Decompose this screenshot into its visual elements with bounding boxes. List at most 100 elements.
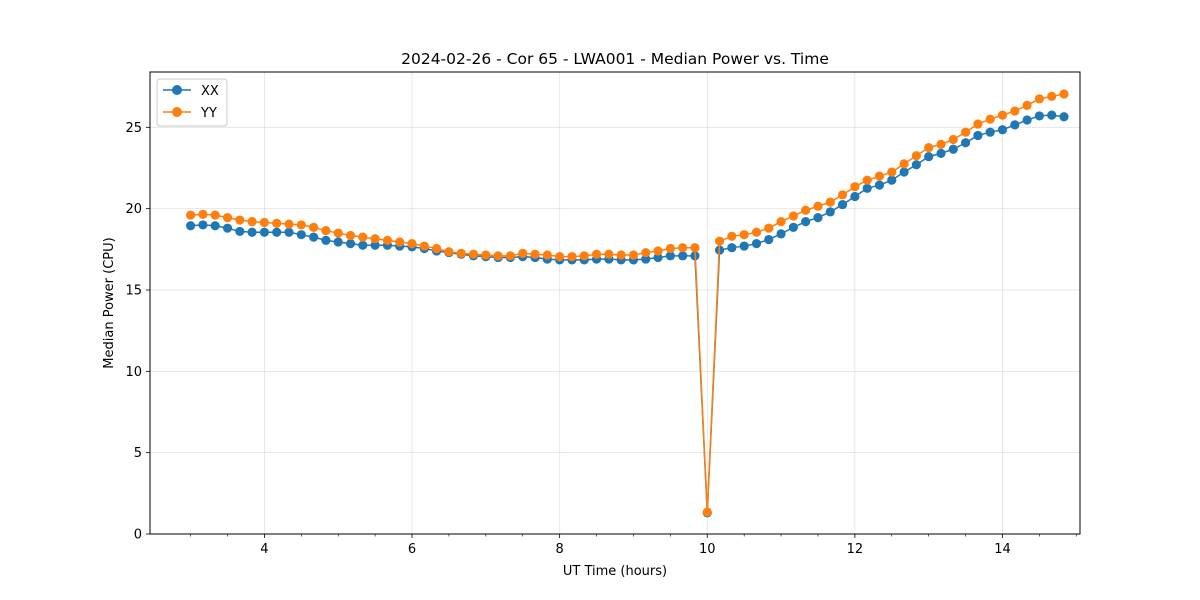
data-point-yy [813, 201, 823, 211]
data-point-yy [247, 217, 257, 227]
data-point-yy [272, 218, 282, 228]
data-point-xx [345, 239, 356, 249]
data-point-yy [973, 119, 983, 129]
data-point-yy [345, 230, 356, 241]
data-point-yy [961, 127, 971, 137]
data-point-yy [874, 171, 885, 181]
data-point-yy [764, 223, 774, 233]
data-point-yy [887, 167, 897, 177]
data-point-yy [788, 211, 799, 221]
data-point-yy [432, 243, 442, 254]
data-point-xx [813, 213, 823, 223]
data-point-xx [665, 251, 675, 261]
data-point-yy [419, 241, 429, 251]
data-point-xx [296, 230, 306, 240]
data-point-xx [1047, 110, 1057, 120]
x-tick-label: 4 [260, 542, 268, 557]
data-point-xx [924, 151, 934, 162]
data-point-yy [1034, 94, 1044, 104]
data-point-yy [702, 507, 712, 517]
data-point-yy [567, 252, 577, 262]
data-point-xx [739, 241, 749, 251]
data-point-yy [776, 217, 786, 227]
data-point-yy [518, 248, 528, 258]
legend: XX YY [156, 78, 228, 127]
data-point-xx [862, 183, 872, 193]
x-tick-label: 10 [699, 542, 716, 557]
data-point-xx [911, 160, 921, 170]
data-point-yy [714, 236, 725, 246]
data-point-yy [739, 230, 749, 240]
data-point-xx [186, 221, 196, 231]
data-point-xx [874, 180, 885, 190]
data-point-yy [198, 209, 208, 219]
data-point-yy [899, 159, 909, 169]
data-point-yy [222, 213, 233, 223]
data-point-yy [591, 249, 602, 259]
x-tick-label: 12 [847, 542, 864, 557]
data-point-yy [358, 232, 368, 242]
data-point-xx [272, 227, 282, 237]
y-axis-label: Median Power (CPU) [102, 237, 117, 368]
data-point-yy [665, 243, 675, 254]
data-point-xx [284, 227, 294, 237]
data-point-yy [948, 134, 958, 145]
x-tick-label: 6 [408, 542, 416, 557]
data-point-yy [530, 249, 540, 259]
data-point-yy [505, 251, 516, 261]
data-point-yy [751, 227, 762, 237]
data-point-yy [1022, 100, 1032, 110]
data-point-xx [751, 239, 762, 249]
y-tick-label: 5 [134, 446, 142, 461]
data-point-xx [1010, 120, 1020, 130]
legend-marker-xx [172, 85, 182, 95]
x-tick-label: 14 [994, 542, 1011, 557]
data-point-xx [776, 229, 786, 239]
data-point-xx [948, 144, 958, 154]
data-point-yy [985, 114, 995, 124]
x-tick-label: 8 [556, 542, 564, 557]
data-point-xx [837, 199, 848, 210]
data-point-yy [235, 215, 245, 225]
data-point-yy [395, 237, 405, 247]
data-point-xx [973, 130, 983, 141]
data-point-yy [493, 251, 503, 261]
data-point-xx [825, 207, 835, 217]
data-point-yy [210, 210, 220, 220]
data-point-xx [1022, 115, 1032, 125]
data-point-yy [690, 243, 700, 253]
data-point-xx [247, 227, 257, 237]
data-point-xx [210, 221, 220, 231]
axis-ticks: 4 6 8 10 12 14 0 5 10 15 20 25 [125, 121, 1077, 557]
data-point-xx [370, 240, 380, 250]
data-point-yy [604, 249, 614, 259]
data-point-xx [788, 222, 799, 232]
data-point-xx [1034, 111, 1044, 121]
y-tick-label: 15 [125, 283, 142, 298]
series-yy [186, 89, 1069, 517]
data-point-xx [198, 220, 208, 230]
data-point-yy [924, 143, 934, 153]
y-tick-label: 10 [125, 365, 142, 380]
data-point-yy [333, 228, 343, 238]
data-point-xx [259, 227, 269, 237]
data-point-yy [1047, 91, 1057, 101]
data-point-xx [653, 252, 663, 263]
data-point-xx [764, 234, 774, 245]
data-point-yy [407, 239, 417, 249]
data-point-yy [321, 226, 331, 236]
data-point-xx [641, 254, 651, 264]
data-point-yy [936, 139, 946, 149]
data-point-xx [997, 125, 1008, 135]
chart-title: 2024-02-26 - Cor 65 - LWA001 - Median Po… [401, 50, 829, 68]
data-point-xx [801, 217, 811, 227]
data-point-yy [727, 231, 737, 241]
data-point-xx [936, 148, 946, 158]
data-point-yy [825, 197, 835, 207]
data-point-yy [309, 222, 319, 232]
data-point-yy [579, 251, 589, 261]
data-point-yy [382, 235, 393, 245]
data-point-xx [235, 226, 245, 237]
y-tick-label: 0 [134, 528, 142, 543]
